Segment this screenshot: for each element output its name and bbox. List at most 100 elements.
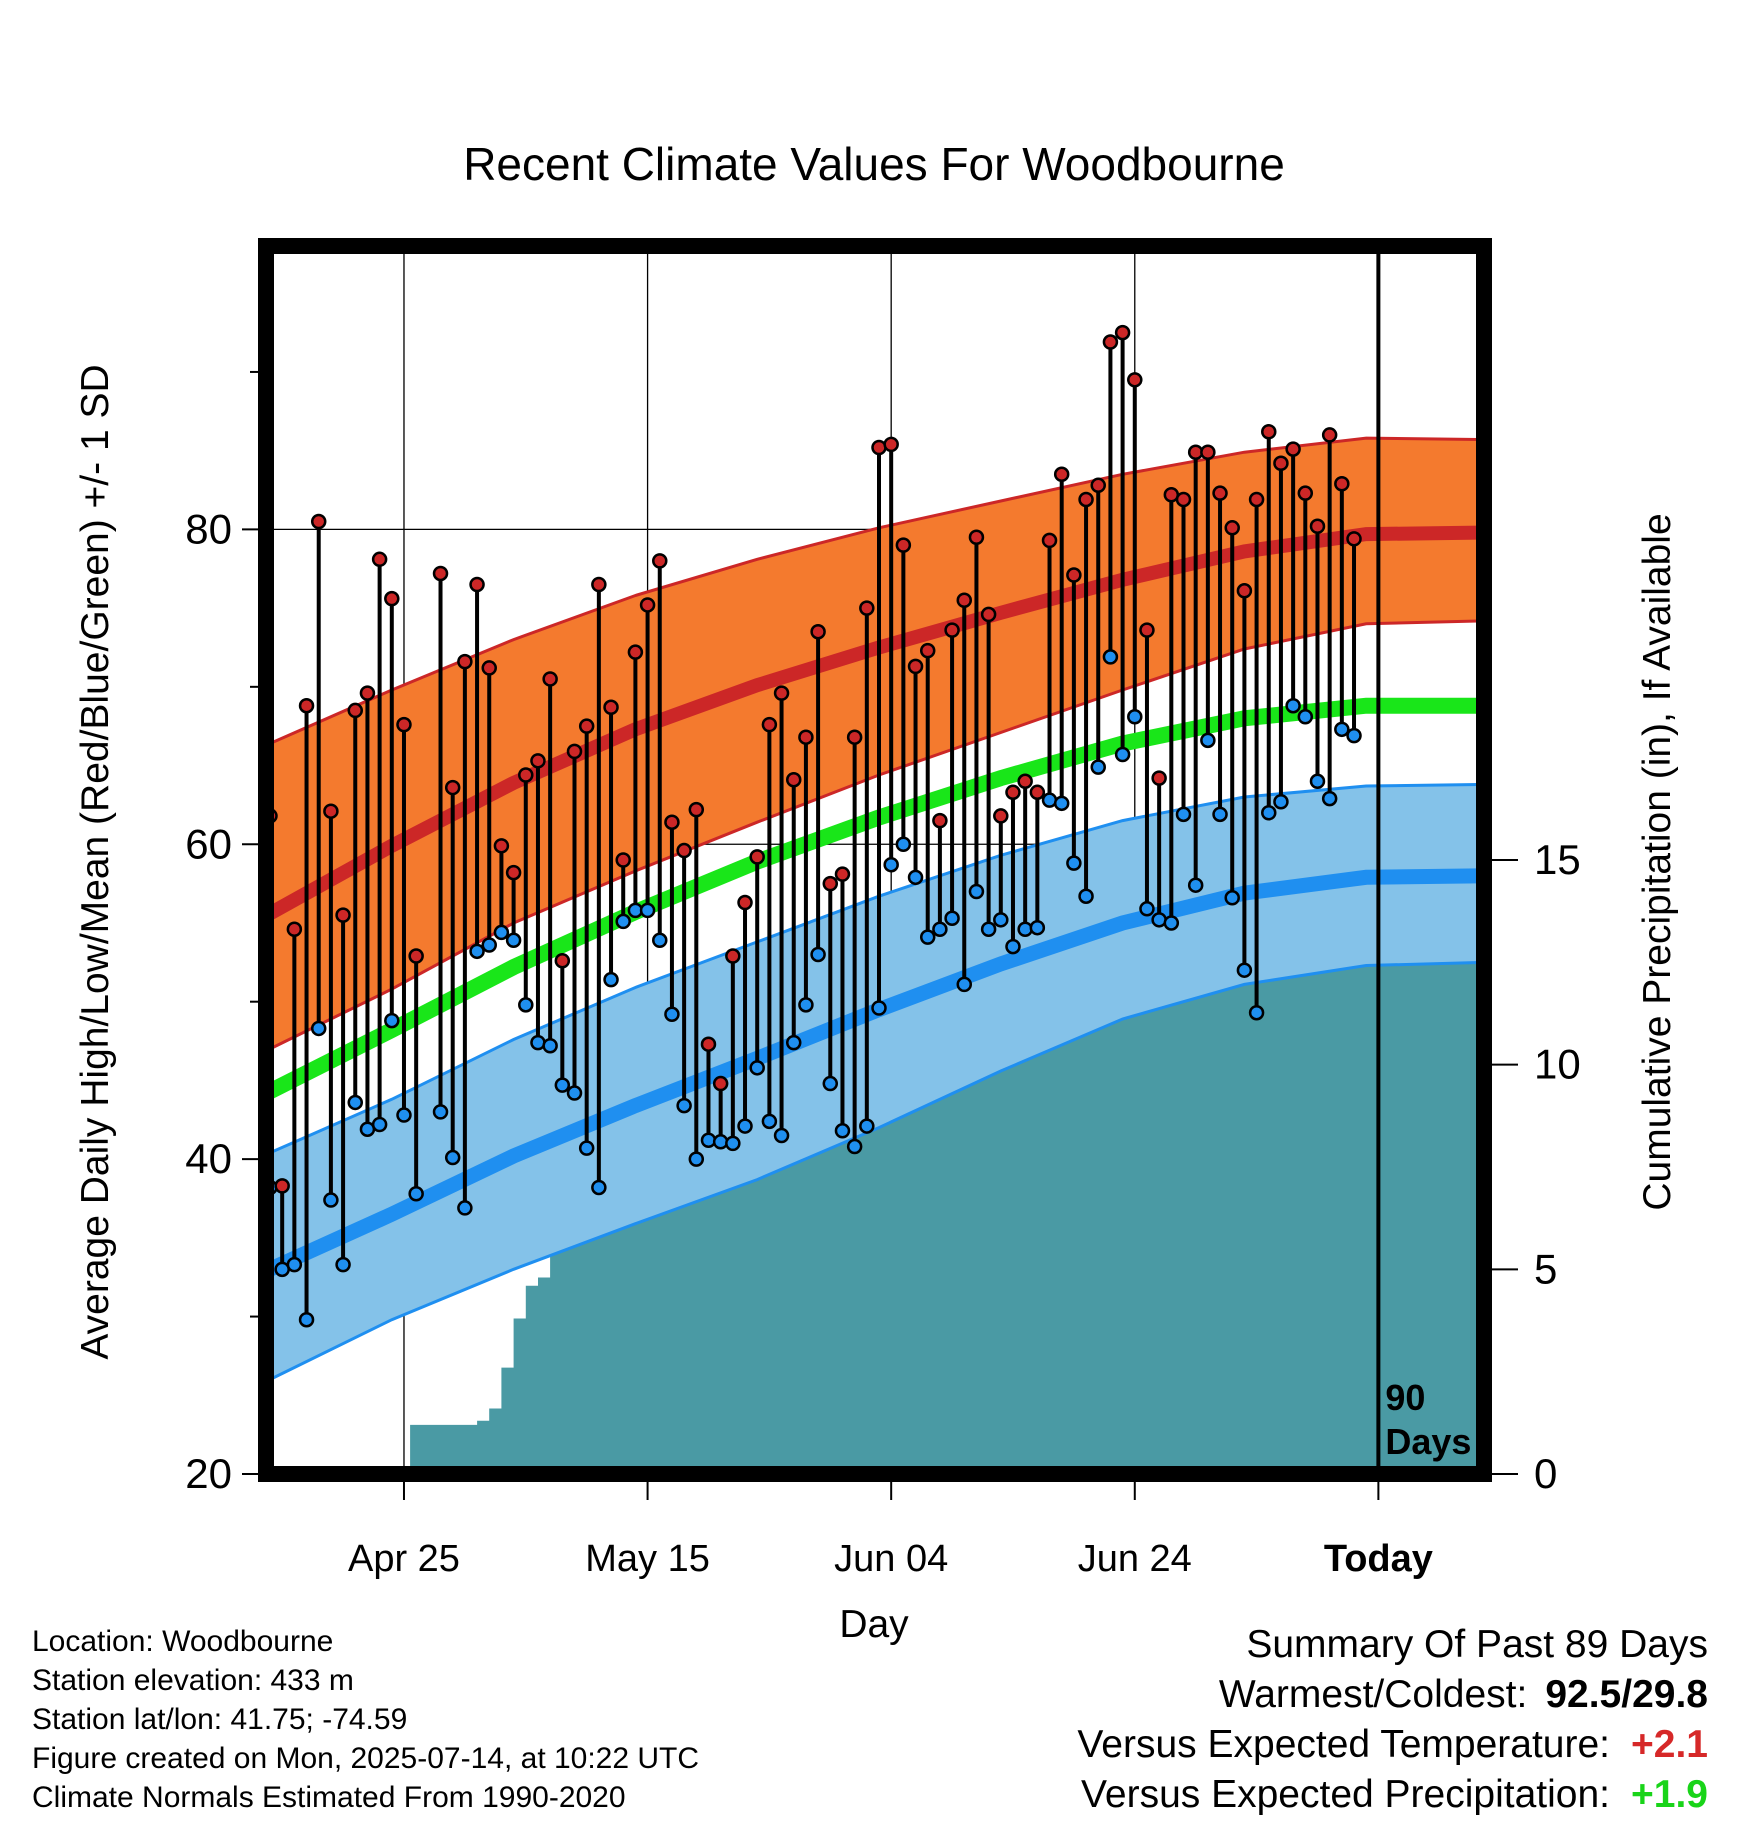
daily-high-point [469, 576, 485, 593]
daily-high-point [432, 565, 449, 582]
daily-low-point [676, 1097, 692, 1114]
daily-low-point [566, 1085, 583, 1101]
daily-low-point [286, 1256, 303, 1273]
daily-low-point [1163, 915, 1180, 931]
daily-high-point [384, 590, 400, 607]
daily-low-point [846, 1138, 863, 1155]
daily-low-point [700, 1132, 717, 1148]
daily-high-point [481, 660, 497, 676]
y2-tick-label: 5 [1534, 1245, 1557, 1292]
daily-low-point [432, 1104, 449, 1120]
location-text: Location: Woodbourne [32, 1625, 334, 1658]
daily-low-point [1187, 877, 1204, 893]
daily-high-point [676, 842, 692, 859]
daily-high-point [980, 606, 997, 623]
daily-high-point [1005, 784, 1021, 801]
latlon-text: Station lat/lon: 41.75; -74.59 [32, 1703, 408, 1736]
daily-low-point [652, 932, 668, 949]
daily-high-point [785, 771, 802, 788]
daily-high-point [968, 529, 985, 546]
daily-high-point [652, 553, 668, 569]
daily-low-point [371, 1116, 388, 1133]
daily-low-point [773, 1127, 790, 1144]
daily-high-point [578, 718, 595, 734]
daily-high-point [773, 685, 790, 701]
y2-tick-label: 15 [1534, 836, 1581, 883]
daily-low-point [749, 1060, 765, 1076]
daily-low-point [310, 1020, 327, 1037]
daily-low-point [1273, 793, 1289, 810]
daily-high-point [700, 1036, 717, 1052]
daily-low-point [968, 883, 985, 900]
daily-low-point [1053, 795, 1070, 812]
daily-high-point [1236, 583, 1253, 599]
daily-low-point [919, 929, 936, 945]
daily-low-point [335, 1256, 351, 1273]
daily-low-point [871, 1000, 887, 1016]
daily-high-point [1175, 491, 1192, 508]
low-sd-band [270, 784, 1488, 1380]
daily-low-point [725, 1135, 741, 1152]
daily-high-point [798, 729, 814, 745]
daily-high-point [323, 803, 339, 819]
temp-departure-label: Versus Expected Temperature: [1077, 1723, 1610, 1766]
x-tick-label: May 15 [585, 1538, 710, 1580]
daily-low-point [785, 1034, 802, 1051]
daily-low-point [688, 1151, 705, 1167]
daily-high-point [1102, 334, 1119, 350]
daily-low-point [1151, 912, 1167, 928]
y2-tick-label: 10 [1534, 1041, 1581, 1088]
daily-high-point [615, 852, 631, 868]
x-tick-label: Apr 25 [348, 1538, 460, 1580]
y-tick-label: 80 [185, 505, 232, 552]
daily-low-point [1017, 921, 1033, 938]
daily-high-point [591, 576, 607, 593]
summary-panel: Summary Of Past 89 Days Warmest/Coldest:… [1077, 1620, 1708, 1820]
daily-low-point [822, 1075, 839, 1092]
daily-high-point [883, 436, 899, 453]
daily-low-point [1078, 888, 1094, 904]
daily-low-point [1200, 732, 1216, 749]
daily-low-point [396, 1107, 412, 1123]
daily-low-point [1346, 727, 1362, 744]
daily-low-point [1127, 708, 1143, 725]
daily-low-point [408, 1186, 424, 1202]
daily-low-point [518, 997, 534, 1013]
daily-high-point [298, 697, 315, 714]
daily-low-point [883, 856, 899, 873]
daily-low-point [1139, 901, 1155, 917]
daily-low-point [810, 946, 826, 963]
daily-high-point [846, 729, 863, 745]
daily-high-point [932, 812, 948, 829]
daily-high-point [1114, 324, 1131, 341]
daily-low-point [895, 836, 912, 853]
daily-low-point [1066, 855, 1082, 871]
daily-high-point [1309, 518, 1326, 534]
daily-low-point [505, 932, 522, 949]
daily-low-point [457, 1200, 473, 1216]
daily-high-point [1285, 441, 1301, 457]
daily-high-point [1041, 532, 1058, 549]
daily-high-point [639, 597, 656, 613]
daily-high-point [895, 537, 912, 553]
daily-low-point [493, 924, 510, 941]
y-axis-label: Average Daily High/Low/Mean (Red/Blue/Gr… [74, 364, 117, 1359]
daily-high-point [444, 779, 461, 796]
chart-title: Recent Climate Values For Woodbourne [463, 138, 1285, 190]
station-info: Location: Woodbourne Station elevation: … [32, 1622, 699, 1817]
daily-low-point [1114, 746, 1131, 763]
y-tick-label: 40 [185, 1135, 232, 1182]
daily-high-point [993, 808, 1009, 824]
daily-low-point [932, 921, 948, 938]
daily-high-point [749, 849, 765, 865]
daily-high-point [566, 743, 583, 760]
normals-text: Climate Normals Estimated From 1990-2020 [32, 1781, 626, 1814]
daily-high-point [1090, 477, 1106, 494]
daily-low-point [1005, 938, 1021, 955]
daily-high-point [907, 658, 924, 675]
daily-high-point [1224, 520, 1240, 536]
daily-low-point [384, 1012, 400, 1029]
daily-high-point [493, 838, 510, 854]
